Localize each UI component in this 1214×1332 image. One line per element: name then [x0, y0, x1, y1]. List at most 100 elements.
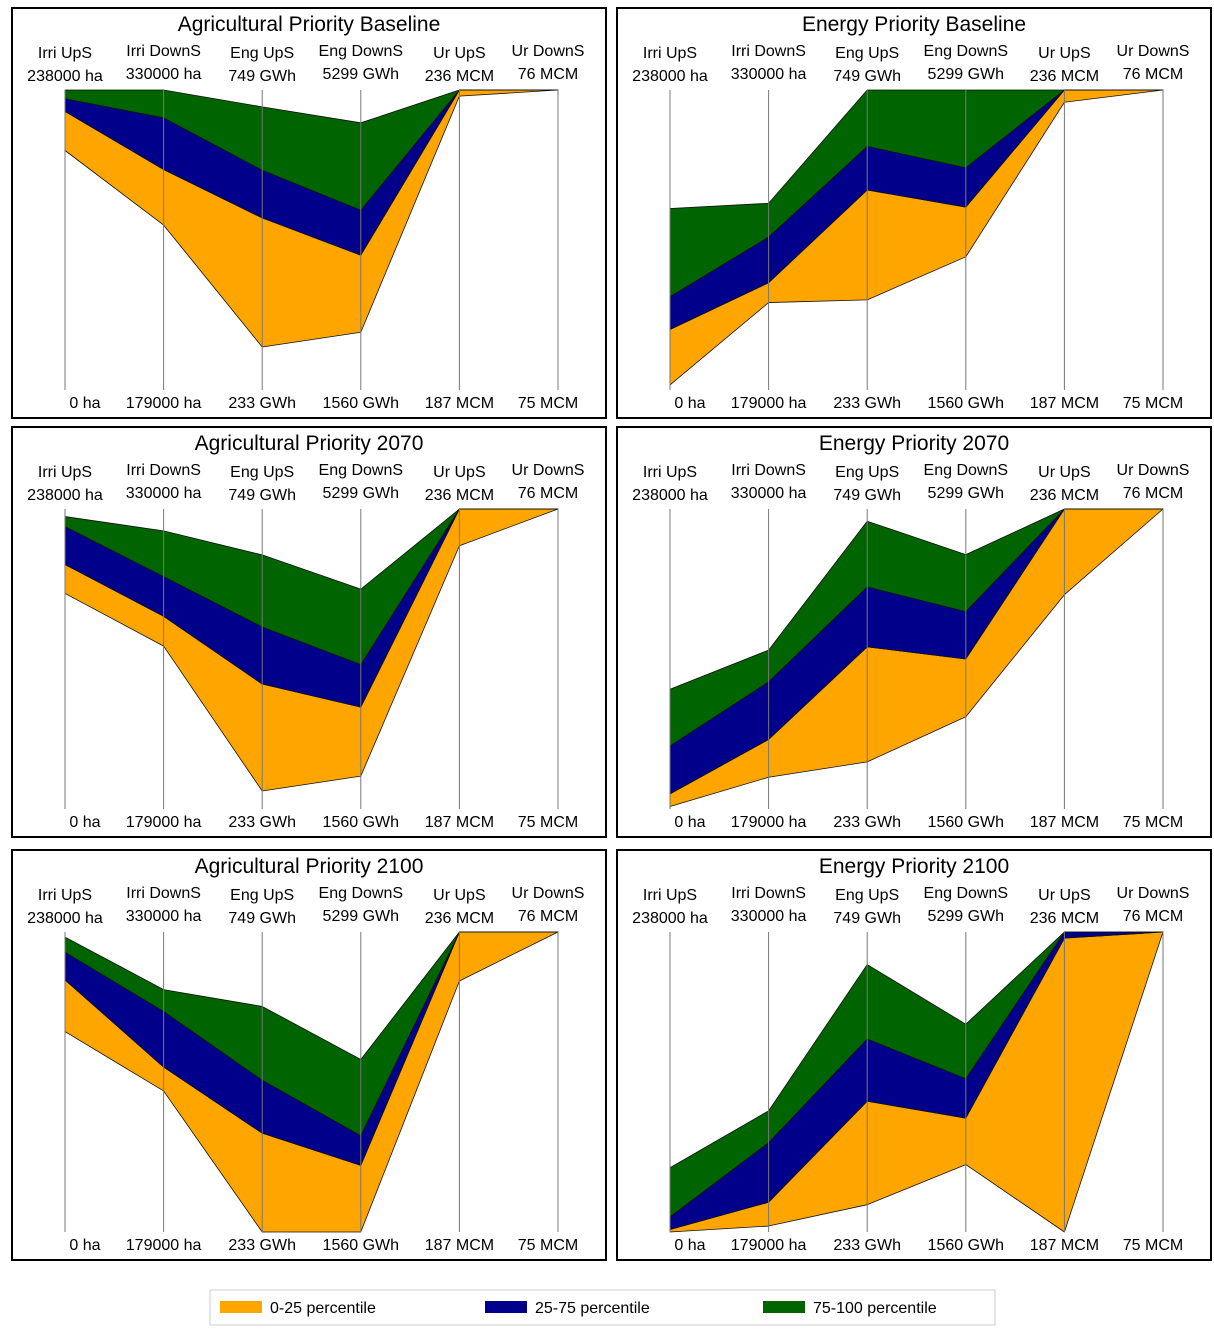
axis-max-label: 330000 ha — [731, 908, 807, 925]
axis-max-label: 238000 ha — [632, 487, 708, 504]
axis-max-label: 749 GWh — [833, 68, 901, 85]
axis-name: Eng DownS — [319, 43, 404, 60]
axis-max-label: 749 GWh — [833, 487, 901, 504]
axis-max-label: 749 GWh — [833, 910, 901, 927]
axis-max-label: 5299 GWh — [323, 908, 399, 925]
axis-min-label: 75 MCM — [1123, 814, 1183, 831]
axis-name: Ur UpS — [433, 464, 485, 481]
axis-name: Irri UpS — [38, 887, 92, 904]
axis-min-label: 1560 GWh — [323, 395, 399, 412]
panel: Agricultural Priority 2100 Irri UpS 238000… — [11, 849, 607, 1261]
axis-min-label: 75 MCM — [518, 814, 578, 831]
legend-label: 0-25 percentile — [270, 1300, 376, 1317]
axis-min-label: 179000 ha — [126, 1237, 202, 1254]
axis-name: Ur UpS — [433, 45, 485, 62]
axis-name: Eng UpS — [835, 464, 899, 481]
axis-min-label: 187 MCM — [1030, 1237, 1099, 1254]
axis-name: Eng UpS — [230, 45, 294, 62]
axis-name: Irri UpS — [643, 887, 697, 904]
axis-name: Irri DownS — [731, 43, 806, 60]
panel-title: Agricultural Priority 2100 — [195, 855, 424, 878]
axis-min-label: 233 GWh — [228, 814, 296, 831]
axis-min-label: 179000 ha — [731, 814, 807, 831]
axis-max-label: 330000 ha — [126, 66, 202, 83]
axis-max-label: 238000 ha — [632, 68, 708, 85]
axis-min-label: 0 ha — [674, 395, 705, 412]
axis-max-label: 236 MCM — [425, 910, 494, 927]
legend-label: 25-75 percentile — [535, 1300, 650, 1317]
axis-min-label: 233 GWh — [228, 1237, 296, 1254]
axis-name: Ur DownS — [1117, 462, 1190, 479]
axis-min-label: 187 MCM — [425, 1237, 494, 1254]
axis-max-label: 238000 ha — [27, 68, 103, 85]
axis-min-label: 1560 GWh — [323, 814, 399, 831]
axis-max-label: 236 MCM — [425, 487, 494, 504]
axis-min-label: 187 MCM — [1030, 395, 1099, 412]
axis-max-label: 749 GWh — [228, 68, 296, 85]
axis-name: Irri UpS — [38, 464, 92, 481]
axis-max-label: 330000 ha — [126, 908, 202, 925]
axis-min-label: 75 MCM — [1123, 395, 1183, 412]
axis-min-label: 179000 ha — [731, 395, 807, 412]
axis-name: Irri DownS — [126, 885, 201, 902]
axis-name: Eng UpS — [230, 887, 294, 904]
axis-max-label: 5299 GWh — [928, 66, 1004, 83]
axis-min-label: 0 ha — [674, 1237, 705, 1254]
axis-min-label: 233 GWh — [833, 1237, 901, 1254]
axis-max-label: 330000 ha — [731, 485, 807, 502]
axis-max-label: 236 MCM — [425, 68, 494, 85]
axis-min-label: 233 GWh — [833, 395, 901, 412]
panel-title: Agricultural Priority Baseline — [178, 13, 441, 36]
panel-title: Energy Priority 2100 — [819, 855, 1009, 878]
axis-max-label: 330000 ha — [126, 485, 202, 502]
axis-name: Irri DownS — [126, 43, 201, 60]
axis-min-label: 179000 ha — [126, 395, 202, 412]
axis-max-label: 236 MCM — [1030, 910, 1099, 927]
axis-name: Ur DownS — [1117, 885, 1190, 902]
axis-min-label: 75 MCM — [518, 395, 578, 412]
axis-min-label: 1560 GWh — [928, 1237, 1004, 1254]
axis-min-label: 1560 GWh — [323, 1237, 399, 1254]
axis-name: Irri UpS — [38, 45, 92, 62]
axis-name: Irri DownS — [126, 462, 201, 479]
axis-min-label: 0 ha — [69, 814, 100, 831]
legend-frame — [209, 1289, 996, 1326]
band — [669, 931, 1164, 1218]
axis-name: Ur DownS — [512, 885, 585, 902]
axis-name: Eng DownS — [924, 885, 1009, 902]
legend-swatch — [220, 1301, 262, 1313]
axis-min-label: 179000 ha — [731, 1237, 807, 1254]
axis-max-label: 76 MCM — [518, 66, 578, 83]
axis-max-label: 749 GWh — [228, 910, 296, 927]
panel: Energy Priority 2070 Irri UpS 238000 ha 0 h… — [616, 426, 1212, 838]
axis-max-label: 236 MCM — [1030, 487, 1099, 504]
axis-min-label: 187 MCM — [425, 395, 494, 412]
axis-name: Ur UpS — [1038, 45, 1090, 62]
band — [669, 89, 1164, 298]
axis-name: Eng DownS — [319, 885, 404, 902]
axis-max-label: 238000 ha — [27, 910, 103, 927]
axis-name: Eng DownS — [924, 43, 1009, 60]
axis-max-label: 236 MCM — [1030, 68, 1099, 85]
axis-name: Irri UpS — [643, 464, 697, 481]
axis-name: Ur UpS — [1038, 887, 1090, 904]
axis-max-label: 76 MCM — [1123, 485, 1183, 502]
axis-min-label: 0 ha — [69, 395, 100, 412]
axis-min-label: 0 ha — [69, 1237, 100, 1254]
panel-title: Agricultural Priority 2070 — [195, 432, 424, 455]
legend-swatch — [485, 1301, 527, 1313]
axis-name: Irri UpS — [643, 45, 697, 62]
panel: Agricultural Priority Baseline Irri UpS 23… — [11, 7, 607, 419]
panel: Agricultural Priority 2070 Irri UpS 238000… — [11, 426, 607, 838]
axis-min-label: 179000 ha — [126, 814, 202, 831]
axis-max-label: 5299 GWh — [323, 66, 399, 83]
panel: Energy Priority Baseline Irri UpS 238000 h… — [616, 7, 1212, 419]
axis-max-label: 5299 GWh — [928, 908, 1004, 925]
axis-max-label: 5299 GWh — [323, 485, 399, 502]
axis-min-label: 233 GWh — [833, 814, 901, 831]
axis-name: Irri DownS — [731, 885, 806, 902]
axis-name: Eng UpS — [230, 464, 294, 481]
axis-max-label: 330000 ha — [731, 66, 807, 83]
axis-min-label: 75 MCM — [1123, 1237, 1183, 1254]
